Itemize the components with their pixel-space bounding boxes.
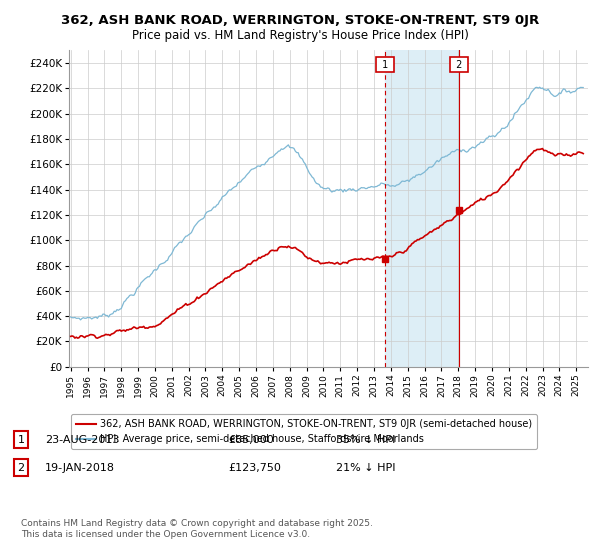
Text: Price paid vs. HM Land Registry's House Price Index (HPI): Price paid vs. HM Land Registry's House …: [131, 29, 469, 42]
Text: 23-AUG-2013: 23-AUG-2013: [45, 435, 119, 445]
Text: 362, ASH BANK ROAD, WERRINGTON, STOKE-ON-TRENT, ST9 0JR: 362, ASH BANK ROAD, WERRINGTON, STOKE-ON…: [61, 14, 539, 27]
Text: £123,750: £123,750: [228, 463, 281, 473]
Legend: 362, ASH BANK ROAD, WERRINGTON, STOKE-ON-TRENT, ST9 0JR (semi-detached house), H: 362, ASH BANK ROAD, WERRINGTON, STOKE-ON…: [71, 414, 538, 449]
Text: 35% ↓ HPI: 35% ↓ HPI: [336, 435, 395, 445]
Text: 2: 2: [17, 463, 25, 473]
Text: Contains HM Land Registry data © Crown copyright and database right 2025.
This d: Contains HM Land Registry data © Crown c…: [21, 520, 373, 539]
Text: 2: 2: [453, 60, 466, 70]
Text: 1: 1: [379, 60, 391, 70]
Bar: [385, 50, 459, 367]
Text: 21% ↓ HPI: 21% ↓ HPI: [336, 463, 395, 473]
Text: 1: 1: [17, 435, 25, 445]
Text: 19-JAN-2018: 19-JAN-2018: [45, 463, 115, 473]
Text: £85,000: £85,000: [228, 435, 274, 445]
